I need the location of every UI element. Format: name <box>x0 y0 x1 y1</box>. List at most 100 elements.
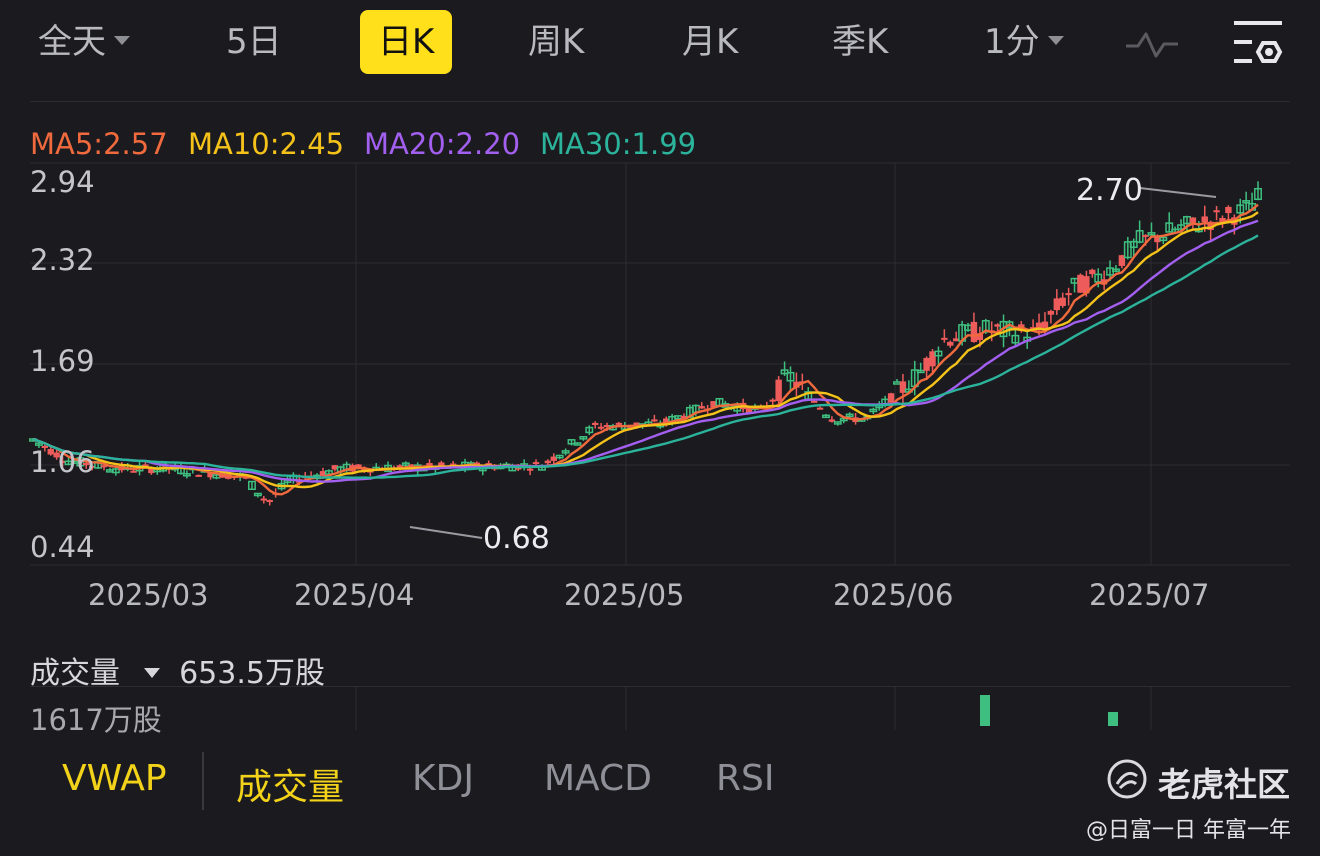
candle-body <box>426 463 433 466</box>
tab-kdj[interactable]: KDJ <box>412 758 474 799</box>
candle-body <box>780 369 789 375</box>
ma10-label: MA10:2.45 <box>188 127 345 161</box>
candle-body <box>1129 240 1138 248</box>
watermark-brand: 老虎社区 <box>1158 765 1290 804</box>
ma30-label: MA30:1.99 <box>540 127 697 161</box>
candles <box>29 181 1262 506</box>
tab-rsi[interactable]: RSI <box>716 758 775 799</box>
candle-body <box>260 498 267 501</box>
volume-divider <box>30 686 1290 687</box>
candle-body <box>1142 234 1149 237</box>
y-tick-label: 1.69 <box>30 344 95 378</box>
candle-body <box>195 474 202 477</box>
candle-body <box>83 463 90 466</box>
tab-macd[interactable]: MACD <box>544 758 652 799</box>
candle-body <box>1083 276 1090 294</box>
candle-body <box>396 465 404 468</box>
low-price-annotation: 0.68 <box>483 521 550 556</box>
candle-body <box>916 369 925 374</box>
watermark-user: @日富一日 年富一年 <box>1086 818 1291 843</box>
y-tick-label: 2.32 <box>30 243 95 277</box>
candle-body <box>59 460 66 463</box>
candle-body <box>833 421 842 425</box>
tab-volume[interactable]: 成交量 <box>236 767 345 808</box>
ma10-line <box>32 211 1259 489</box>
candle-body <box>111 468 120 474</box>
candle-body <box>585 426 594 434</box>
candle-body <box>266 500 273 503</box>
candle-body <box>1254 187 1262 201</box>
y-tick-label: 1.06 <box>30 445 95 479</box>
candle-body <box>769 399 776 402</box>
candle-body <box>839 417 848 422</box>
ma5-line <box>32 203 1259 496</box>
tab-daily-k[interactable]: 日K <box>360 10 453 74</box>
candle-body <box>555 454 564 459</box>
candle-body <box>550 456 557 461</box>
candle-body <box>828 419 836 422</box>
x-tick-label: 2025/04 <box>294 578 415 612</box>
candle-body <box>603 425 611 428</box>
candle-body <box>253 492 262 497</box>
candle-body <box>41 445 49 448</box>
candle-body <box>822 414 830 419</box>
candle-body <box>810 400 818 403</box>
candle-body <box>1147 232 1156 236</box>
candle-body <box>976 333 984 341</box>
candle-body <box>526 468 534 471</box>
candle-body <box>1189 217 1197 223</box>
line-wave-icon[interactable] <box>1124 26 1180 62</box>
candle-body <box>1177 224 1186 230</box>
ma5-label: MA5:2.57 <box>30 127 168 161</box>
candle-body <box>1035 322 1043 331</box>
candle-body <box>47 448 54 455</box>
high-annotation-leader <box>1139 187 1217 198</box>
candle-body <box>745 406 753 413</box>
tiger-logo-icon <box>1106 758 1148 800</box>
volume-value: 653.5万股 <box>179 656 325 691</box>
x-tick-label: 2025/03 <box>88 578 209 612</box>
candle-body <box>88 465 96 468</box>
tab-quarterly-k[interactable]: 季K <box>832 22 889 62</box>
candle-body <box>775 379 782 401</box>
candle-body <box>1047 310 1055 315</box>
volume-scale-label: 1617万股 <box>30 703 162 737</box>
low-annotation-leader <box>409 526 483 539</box>
candle-body <box>591 422 599 426</box>
candle-body <box>438 462 445 466</box>
candle-body <box>573 442 582 446</box>
candle-body <box>1118 255 1126 266</box>
candle-body <box>1065 293 1072 296</box>
tab-weekly-k[interactable]: 周K <box>528 22 585 62</box>
ma30-line <box>32 234 1259 480</box>
chart-settings-icon[interactable] <box>1230 18 1286 70</box>
candle-body <box>182 473 191 477</box>
candle-body <box>355 464 362 468</box>
volume-title: 成交量 <box>30 656 120 691</box>
tab-vwap[interactable]: VWAP <box>62 758 167 799</box>
candle-body <box>947 341 954 346</box>
candle-body <box>331 465 339 470</box>
candle-body <box>142 464 149 467</box>
candlestick-chart[interactable] <box>0 0 1320 640</box>
candle-body <box>53 452 60 458</box>
candle-body <box>1242 200 1251 204</box>
x-tick-label: 2025/06 <box>833 578 954 612</box>
tab-all-day[interactable]: 全天 <box>38 10 130 74</box>
candle-body <box>1201 216 1208 222</box>
candle-body <box>816 407 824 410</box>
tab-label: 1分 <box>984 22 1040 62</box>
candle-body <box>1059 297 1066 306</box>
ma-lines <box>32 203 1259 496</box>
candle-body <box>1123 241 1132 259</box>
candle-body <box>1011 334 1020 344</box>
tab-1-minute[interactable]: 1分 <box>984 10 1064 74</box>
volume-header[interactable]: 成交量 653.5万股 <box>30 648 325 692</box>
volume-bars <box>355 686 1152 730</box>
tab-monthly-k[interactable]: 月K <box>682 22 739 62</box>
candle-body <box>319 471 327 476</box>
tab-5-day[interactable]: 5日 <box>226 22 282 62</box>
candle-body <box>561 450 570 454</box>
x-tick-label: 2025/07 <box>1089 578 1210 612</box>
candle-body <box>899 381 907 393</box>
